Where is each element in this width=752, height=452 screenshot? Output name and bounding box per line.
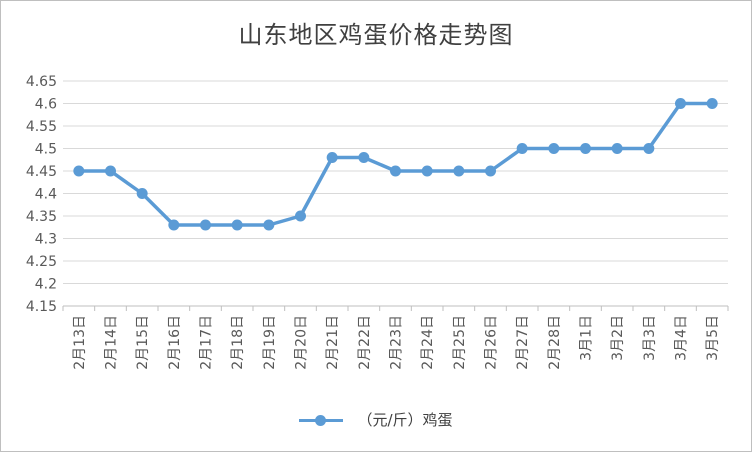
- x-tick-label: 2月24日: [420, 315, 436, 370]
- x-tick-label: 2月19日: [262, 315, 278, 370]
- x-tick-label: 3月5日: [705, 315, 721, 361]
- chart-legend: （元/斤）鸡蛋: [1, 409, 751, 430]
- data-point: [136, 188, 148, 199]
- y-tick-label: 4.55: [26, 119, 57, 135]
- data-point: [453, 165, 465, 177]
- legend-line-marker: [299, 412, 344, 428]
- x-tick-label: 3月2日: [610, 315, 626, 361]
- series-line: [77, 101, 714, 227]
- data-point: [358, 152, 370, 163]
- x-tick-label: 2月21日: [325, 315, 341, 370]
- x-tick-label: 2月18日: [230, 315, 246, 370]
- data-point: [105, 165, 116, 177]
- x-tick-label: 2月13日: [72, 315, 88, 370]
- data-point: [390, 165, 401, 177]
- y-tick-label: 4.15: [26, 299, 57, 315]
- x-tick-label: 2月25日: [452, 315, 468, 370]
- y-tick-label: 4.3: [35, 232, 57, 248]
- data-point: [326, 152, 338, 163]
- data-point: [485, 165, 496, 177]
- y-tick-label: 4.25: [26, 254, 57, 270]
- x-tick-label: 2月14日: [104, 315, 120, 370]
- x-tick-label: 2月23日: [389, 315, 405, 370]
- x-tick-label: 2月27日: [515, 315, 531, 370]
- data-point: [168, 219, 180, 231]
- data-point: [675, 98, 686, 109]
- x-tick-label: 3月4日: [674, 315, 690, 361]
- data-point: [580, 143, 591, 154]
- y-tick-label: 4.4: [35, 187, 57, 203]
- data-point: [643, 143, 655, 154]
- data-point: [200, 219, 211, 231]
- x-tick-label: 3月3日: [642, 315, 658, 361]
- x-tick-label: 2月15日: [135, 315, 151, 370]
- data-point: [231, 219, 243, 231]
- y-tick-label: 4.45: [26, 164, 57, 180]
- x-tick-label: 2月28日: [547, 315, 563, 370]
- data-point: [706, 98, 718, 109]
- y-tick-label: 4.2: [35, 277, 57, 293]
- data-point: [611, 143, 623, 154]
- x-tick-label: 2月22日: [357, 315, 373, 370]
- data-point: [421, 165, 433, 177]
- y-tick-label: 4.35: [26, 209, 57, 225]
- y-tick-label: 4.5: [35, 142, 57, 158]
- x-tick-label: 3月1日: [579, 315, 595, 361]
- data-point: [73, 165, 85, 177]
- x-tick-label: 2月16日: [167, 315, 183, 370]
- x-tick-label: 2月26日: [484, 315, 500, 370]
- x-tick-label: 2月20日: [294, 315, 310, 370]
- data-point: [516, 143, 528, 154]
- x-tick-label: 2月17日: [199, 315, 215, 370]
- chart-title: 山东地区鸡蛋价格走势图: [238, 21, 514, 49]
- data-point: [263, 219, 275, 231]
- y-tick-label: 4.65: [26, 74, 57, 90]
- data-point: [295, 210, 306, 222]
- y-tick-label: 4.6: [35, 97, 57, 113]
- legend-label: （元/斤）鸡蛋: [357, 411, 453, 429]
- data-point: [548, 143, 560, 154]
